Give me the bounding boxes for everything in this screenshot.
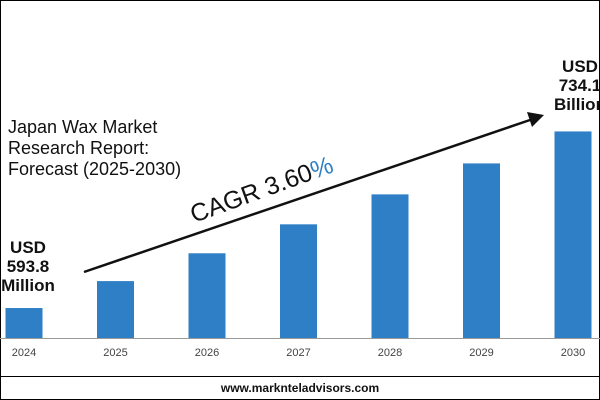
trend-arrowhead bbox=[527, 112, 544, 127]
bar-2029 bbox=[463, 163, 500, 338]
end-value: 734.1 bbox=[558, 76, 600, 95]
start-unit: Million bbox=[1, 276, 55, 295]
x-tick-label: 2028 bbox=[378, 347, 402, 359]
bar-2024 bbox=[5, 308, 43, 338]
report-title: Japan Wax Market Research Report: Foreca… bbox=[8, 117, 198, 180]
start-value: 593.8 bbox=[6, 257, 50, 276]
x-tick-label: 2024 bbox=[12, 347, 36, 359]
cagr-label: CAGR 3.60% bbox=[186, 151, 337, 229]
start-value-label: USD 593.8 Million bbox=[0, 238, 88, 295]
bar-2025 bbox=[97, 281, 134, 338]
end-currency: USD bbox=[562, 57, 598, 76]
bar-2027 bbox=[280, 224, 317, 338]
bar-2030 bbox=[554, 131, 592, 338]
cagr-trend bbox=[83, 112, 544, 274]
end-unit: Billion bbox=[554, 95, 600, 114]
x-tick-label: 2025 bbox=[103, 347, 127, 359]
bar-2026 bbox=[188, 253, 226, 338]
report-title-line: Forecast (2025-2030) bbox=[8, 159, 182, 179]
bar-2028 bbox=[371, 194, 409, 338]
x-tick-label: 2026 bbox=[195, 347, 219, 359]
x-tick-label: 2029 bbox=[469, 347, 493, 359]
footer-url[interactable]: www.marknteladvisors.com bbox=[0, 376, 600, 400]
report-title-line: Research Report: bbox=[8, 138, 150, 158]
x-tick-label: 2027 bbox=[286, 347, 310, 359]
start-currency: USD bbox=[10, 238, 46, 257]
report-title-line: Japan Wax Market bbox=[8, 117, 158, 137]
x-tick-label: 2030 bbox=[561, 347, 585, 359]
trend-arrow-line bbox=[83, 118, 531, 274]
end-value-label: USD 734.1 Billion bbox=[520, 57, 600, 114]
